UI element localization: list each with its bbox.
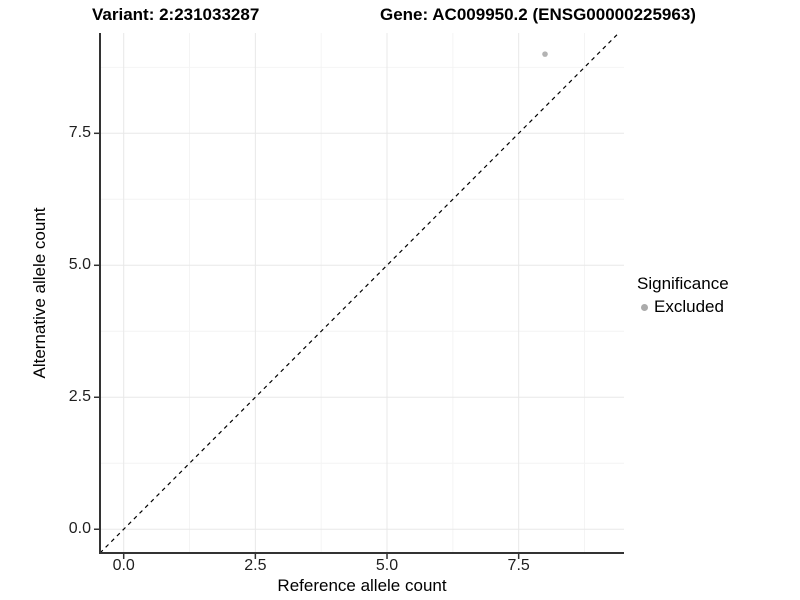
y-tick-label: 5.0 [68,256,91,274]
y-tick-label: 0.0 [68,520,91,538]
legend-entry-label: Excluded [654,297,724,316]
plot-title-variant: Variant: 2:231033287 [92,5,260,24]
y-tick-label: 7.5 [68,124,91,142]
legend: Significance Excluded [637,274,729,317]
legend-point-icon [641,303,648,311]
x-tick-label: 0.0 [112,557,135,574]
x-axis-title: Reference allele count [277,576,447,595]
legend-entry-excluded: Excluded [637,297,729,317]
y-tick-label: 2.5 [68,388,91,406]
legend-title: Significance [637,274,729,293]
data-point [542,51,548,57]
x-tick-label: 2.5 [244,557,267,574]
x-tick-label: 5.0 [375,557,399,574]
identity-line [99,32,620,554]
x-tick-label: 7.5 [507,557,530,574]
plot-title-gene: Gene: AC009950.2 (ENSG00000225963) [380,5,696,24]
y-axis-title: Alternative allele count [30,207,49,379]
